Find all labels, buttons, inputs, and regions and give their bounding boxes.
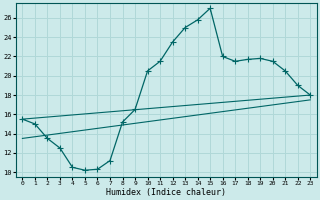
X-axis label: Humidex (Indice chaleur): Humidex (Indice chaleur) xyxy=(106,188,226,197)
